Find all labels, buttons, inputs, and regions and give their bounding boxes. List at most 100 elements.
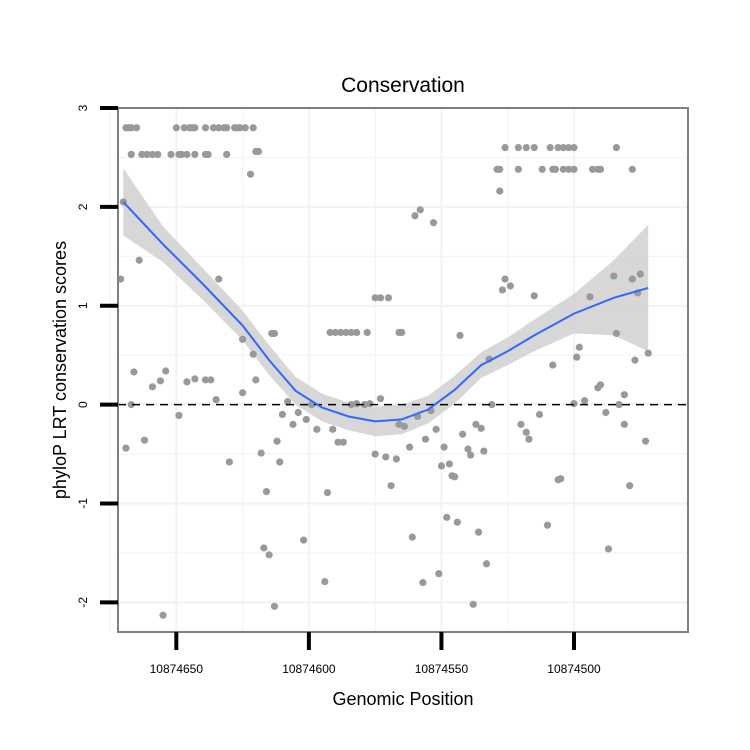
data-point [631, 356, 639, 364]
data-point [130, 368, 138, 376]
data-point [596, 165, 605, 173]
data-point [178, 150, 186, 159]
data-point [246, 170, 255, 178]
x-tick-label: 10874600 [282, 662, 336, 676]
data-point [538, 165, 546, 173]
data-point [201, 376, 210, 384]
data-point [313, 425, 321, 433]
data-point [127, 401, 135, 409]
data-point [183, 378, 191, 386]
x-axis-ticks: 10874650 10874600 10874550 10874500 [150, 632, 601, 676]
data-point [496, 165, 504, 173]
data-point [581, 397, 589, 405]
data-point [215, 124, 223, 132]
data-point [565, 165, 573, 173]
data-point [626, 482, 634, 490]
data-point [482, 560, 491, 568]
data-point [135, 256, 143, 264]
data-point [610, 272, 618, 280]
data-point [525, 435, 533, 443]
data-point [565, 143, 573, 152]
data-point [575, 343, 583, 351]
data-point [294, 408, 302, 417]
data-point [366, 400, 374, 408]
data-point [331, 328, 339, 337]
data-point [236, 124, 244, 132]
data-point [474, 528, 483, 536]
data-point [257, 449, 265, 457]
data-point [162, 367, 170, 375]
data-point [602, 408, 610, 417]
data-point [551, 165, 560, 173]
data-point [535, 410, 544, 419]
data-point [138, 150, 146, 159]
y-axis-ticks: -2 -1 0 1 2 3 [76, 104, 118, 608]
data-point [467, 451, 475, 459]
data-point [469, 600, 477, 608]
data-point [191, 375, 199, 383]
data-point [620, 391, 628, 399]
data-point [549, 361, 557, 369]
data-point [191, 150, 199, 159]
data-point [191, 124, 199, 132]
data-point [570, 400, 578, 408]
data-point [321, 577, 329, 586]
data-point [488, 401, 496, 409]
y-tick-label: 3 [76, 104, 90, 111]
data-point [559, 143, 567, 152]
data-point [445, 460, 453, 468]
data-point [371, 450, 379, 458]
data-point [156, 377, 165, 385]
data-point [148, 383, 157, 391]
data-point [154, 150, 162, 159]
data-point [326, 328, 334, 337]
data-point [408, 533, 416, 541]
data-point [612, 329, 621, 338]
data-point [437, 462, 446, 470]
data-point [339, 438, 347, 446]
data-point [514, 165, 522, 173]
data-point [543, 521, 552, 529]
data-point [215, 275, 223, 283]
data-point [262, 488, 271, 496]
data-point [604, 545, 613, 553]
data-point [270, 329, 279, 338]
data-point [480, 447, 488, 455]
x-tick-label: 10874650 [150, 662, 204, 676]
data-point [501, 143, 509, 152]
data-point [517, 420, 525, 428]
data-point [522, 143, 530, 152]
data-points [117, 124, 652, 619]
data-point [472, 420, 480, 428]
y-tick-label: 1 [76, 302, 90, 309]
smooth-fit-line [122, 201, 649, 423]
data-point [435, 570, 443, 578]
data-point [284, 398, 292, 406]
data-point [612, 143, 621, 152]
data-point [498, 286, 507, 294]
data-point [530, 143, 538, 152]
data-point [382, 453, 390, 461]
data-point [376, 395, 385, 403]
data-point [453, 518, 461, 526]
data-point [363, 328, 371, 337]
data-point [559, 165, 567, 173]
data-point [127, 124, 135, 132]
data-point [127, 150, 135, 159]
data-point [586, 293, 594, 301]
data-point [225, 458, 233, 466]
data-point [570, 143, 578, 152]
data-point [400, 422, 408, 430]
data-point [204, 150, 212, 159]
chart-title: Conservation [341, 74, 465, 97]
confidence-band [123, 168, 649, 437]
data-point [522, 428, 530, 436]
y-axis-label: phyloP LRT conservation scores [50, 241, 70, 499]
data-point [398, 328, 406, 337]
data-point [506, 282, 514, 290]
data-point [122, 444, 130, 452]
data-point [175, 411, 183, 420]
data-point [254, 147, 263, 156]
data-point [167, 150, 175, 159]
